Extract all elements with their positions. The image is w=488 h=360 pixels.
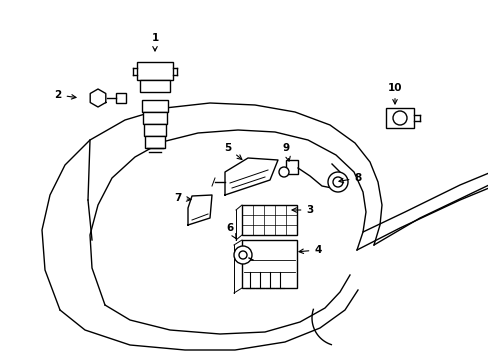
Text: 1: 1 <box>151 33 158 51</box>
Bar <box>145 136 164 148</box>
Circle shape <box>234 246 251 264</box>
Circle shape <box>327 172 347 192</box>
Polygon shape <box>187 195 212 225</box>
Text: 4: 4 <box>298 245 321 255</box>
Circle shape <box>392 111 406 125</box>
Bar <box>137 62 173 80</box>
Text: 7: 7 <box>174 193 191 203</box>
Bar <box>242 205 296 235</box>
Bar <box>242 240 296 288</box>
Bar <box>142 100 168 112</box>
Bar <box>285 160 297 174</box>
Circle shape <box>332 177 342 187</box>
Circle shape <box>239 251 246 259</box>
Text: 5: 5 <box>224 143 242 159</box>
Bar <box>140 80 170 92</box>
Text: 6: 6 <box>226 223 236 239</box>
Bar <box>116 93 126 103</box>
Bar <box>385 108 413 128</box>
Bar <box>142 112 167 124</box>
Circle shape <box>279 167 288 177</box>
Text: 10: 10 <box>387 83 402 104</box>
Polygon shape <box>224 158 278 195</box>
Bar <box>143 124 165 136</box>
Polygon shape <box>90 89 105 107</box>
Text: 9: 9 <box>282 143 290 161</box>
Text: 3: 3 <box>291 205 313 215</box>
Text: 2: 2 <box>54 90 76 100</box>
Text: 8: 8 <box>338 173 361 183</box>
